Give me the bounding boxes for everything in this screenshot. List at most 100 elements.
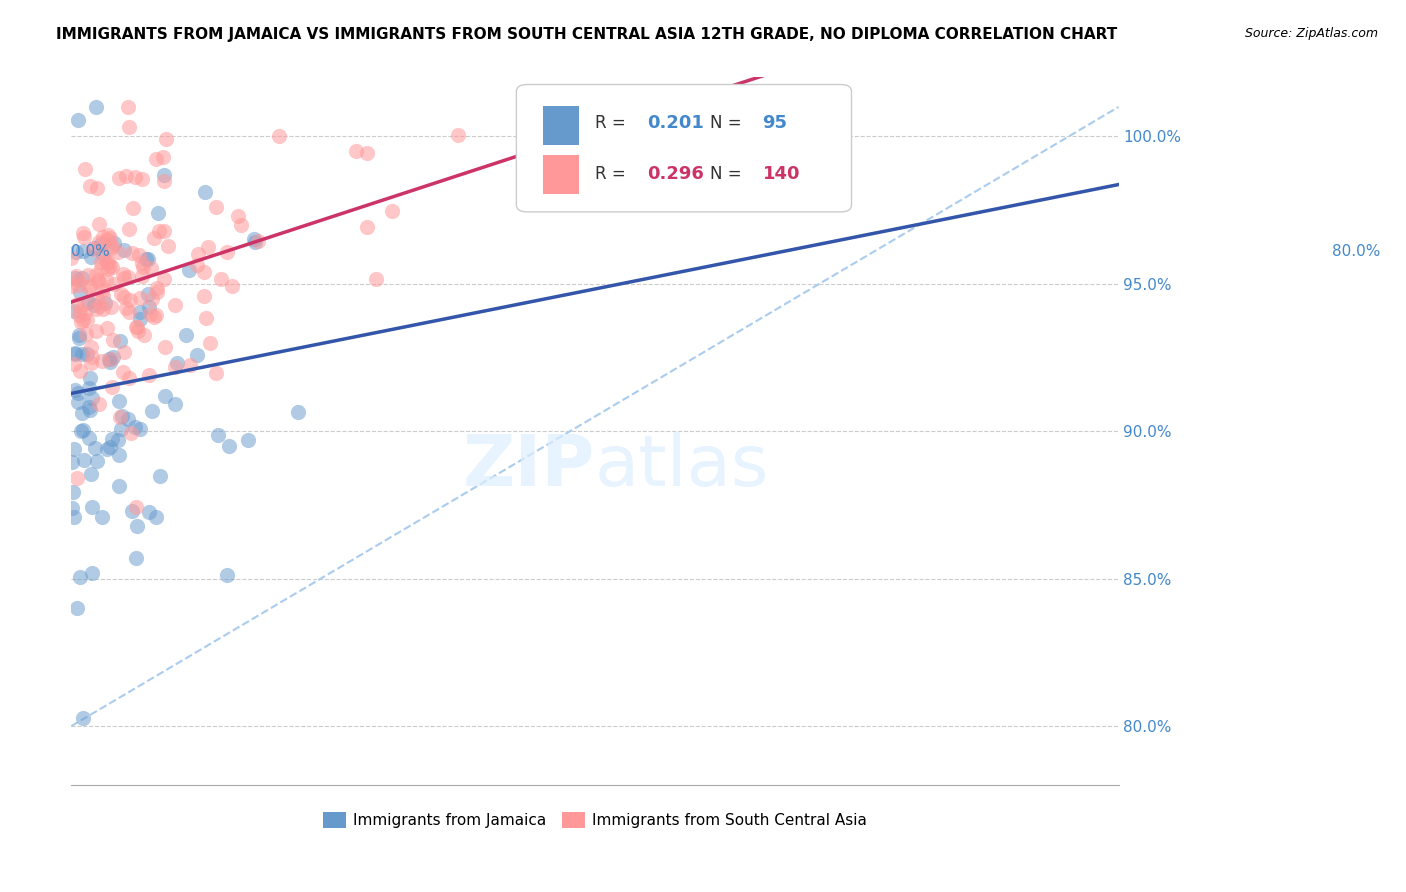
- Text: IMMIGRANTS FROM JAMAICA VS IMMIGRANTS FROM SOUTH CENTRAL ASIA 12TH GRADE, NO DIP: IMMIGRANTS FROM JAMAICA VS IMMIGRANTS FR…: [56, 27, 1118, 42]
- Immigrants from Jamaica: [129, 422, 152, 436]
- Immigrants from South Central Asia: [79, 278, 101, 293]
- Immigrants from Jamaica: [101, 351, 124, 365]
- Immigrants from South Central Asia: [84, 268, 107, 282]
- Immigrants from Jamaica: [63, 304, 86, 318]
- Immigrants from South Central Asia: [142, 310, 165, 324]
- Immigrants from South Central Asia: [127, 324, 149, 338]
- Immigrants from South Central Asia: [132, 260, 155, 274]
- Immigrants from Jamaica: [96, 442, 118, 457]
- Immigrants from Jamaica: [73, 453, 96, 467]
- Immigrants from South Central Asia: [87, 235, 110, 249]
- Immigrants from Jamaica: [107, 433, 129, 447]
- Immigrants from South Central Asia: [67, 273, 90, 287]
- Text: atlas: atlas: [595, 432, 769, 501]
- Immigrants from Jamaica: [125, 518, 148, 533]
- Immigrants from South Central Asia: [112, 270, 135, 285]
- Immigrants from Jamaica: [124, 420, 146, 434]
- Immigrants from South Central Asia: [205, 366, 228, 380]
- Immigrants from Jamaica: [186, 348, 208, 362]
- Text: R =: R =: [595, 165, 631, 184]
- Immigrants from Jamaica: [80, 391, 103, 405]
- Immigrants from South Central Asia: [63, 357, 86, 371]
- Immigrants from South Central Asia: [179, 358, 201, 372]
- Immigrants from South Central Asia: [153, 174, 176, 188]
- Immigrants from South Central Asia: [117, 100, 139, 114]
- Immigrants from South Central Asia: [112, 290, 135, 304]
- Immigrants from Jamaica: [80, 250, 103, 264]
- Immigrants from South Central Asia: [221, 278, 243, 293]
- Immigrants from South Central Asia: [115, 169, 138, 183]
- Immigrants from South Central Asia: [112, 365, 135, 379]
- Text: N =: N =: [710, 114, 747, 132]
- Immigrants from South Central Asia: [139, 307, 162, 321]
- Immigrants from South Central Asia: [118, 371, 141, 385]
- Immigrants from South Central Asia: [107, 170, 129, 185]
- Immigrants from Jamaica: [166, 356, 188, 370]
- Text: Source: ZipAtlas.com: Source: ZipAtlas.com: [1244, 27, 1378, 40]
- Immigrants from South Central Asia: [186, 258, 208, 272]
- Immigrants from South Central Asia: [148, 224, 170, 238]
- Immigrants from Jamaica: [77, 401, 100, 415]
- Immigrants from Jamaica: [80, 500, 103, 514]
- Immigrants from South Central Asia: [107, 244, 129, 259]
- Immigrants from South Central Asia: [67, 308, 90, 322]
- Immigrants from Jamaica: [101, 432, 124, 446]
- Immigrants from Jamaica: [65, 346, 87, 360]
- Immigrants from South Central Asia: [87, 275, 110, 289]
- Immigrants from South Central Asia: [229, 218, 252, 232]
- Immigrants from South Central Asia: [205, 200, 228, 214]
- Immigrants from South Central Asia: [128, 248, 150, 262]
- Immigrants from South Central Asia: [145, 308, 167, 322]
- Immigrants from Jamaica: [128, 305, 150, 319]
- Text: 80.0%: 80.0%: [1331, 244, 1381, 259]
- Immigrants from Jamaica: [194, 185, 217, 199]
- Immigrants from Jamaica: [76, 347, 98, 361]
- Immigrants from Jamaica: [60, 455, 83, 469]
- Immigrants from Jamaica: [98, 351, 121, 366]
- Immigrants from South Central Asia: [118, 305, 141, 319]
- Immigrants from Jamaica: [70, 406, 93, 420]
- Immigrants from South Central Asia: [100, 300, 122, 314]
- Immigrants from South Central Asia: [76, 280, 98, 294]
- Immigrants from Jamaica: [80, 467, 103, 481]
- Immigrants from South Central Asia: [93, 251, 115, 265]
- Immigrants from South Central Asia: [89, 299, 111, 313]
- Immigrants from South Central Asia: [82, 242, 104, 256]
- Immigrants from South Central Asia: [143, 231, 166, 245]
- Immigrants from South Central Asia: [100, 238, 122, 252]
- Immigrants from Jamaica: [83, 298, 105, 312]
- Immigrants from South Central Asia: [381, 203, 404, 218]
- Immigrants from Jamaica: [174, 328, 197, 343]
- Text: ZIP: ZIP: [463, 432, 595, 501]
- Text: 0.0%: 0.0%: [72, 244, 110, 259]
- Immigrants from South Central Asia: [197, 240, 219, 254]
- Immigrants from Jamaica: [69, 569, 91, 583]
- Text: N =: N =: [710, 165, 747, 184]
- Immigrants from South Central Asia: [228, 209, 250, 223]
- Immigrants from Jamaica: [77, 381, 100, 395]
- Immigrants from South Central Asia: [155, 131, 177, 145]
- Immigrants from Jamaica: [70, 271, 93, 285]
- Immigrants from South Central Asia: [125, 319, 148, 334]
- Immigrants from South Central Asia: [72, 313, 94, 327]
- Immigrants from South Central Asia: [132, 327, 155, 342]
- Immigrants from Jamaica: [108, 393, 131, 408]
- Text: 0.201: 0.201: [647, 114, 704, 132]
- Immigrants from South Central Asia: [344, 145, 367, 159]
- Immigrants from South Central Asia: [118, 120, 141, 134]
- Legend: Immigrants from Jamaica, Immigrants from South Central Asia: Immigrants from Jamaica, Immigrants from…: [316, 805, 873, 834]
- Immigrants from Jamaica: [207, 428, 229, 442]
- Text: 95: 95: [762, 114, 787, 132]
- Immigrants from South Central Asia: [90, 353, 112, 368]
- Immigrants from Jamaica: [98, 354, 121, 368]
- Immigrants from South Central Asia: [127, 320, 149, 334]
- Immigrants from Jamaica: [83, 241, 105, 255]
- Immigrants from Jamaica: [138, 301, 160, 315]
- Text: 140: 140: [762, 165, 800, 184]
- Immigrants from South Central Asia: [91, 289, 114, 303]
- Immigrants from Jamaica: [165, 397, 187, 411]
- Immigrants from South Central Asia: [86, 292, 108, 306]
- Immigrants from South Central Asia: [72, 227, 94, 241]
- Immigrants from South Central Asia: [110, 409, 132, 424]
- Immigrants from Jamaica: [79, 431, 101, 445]
